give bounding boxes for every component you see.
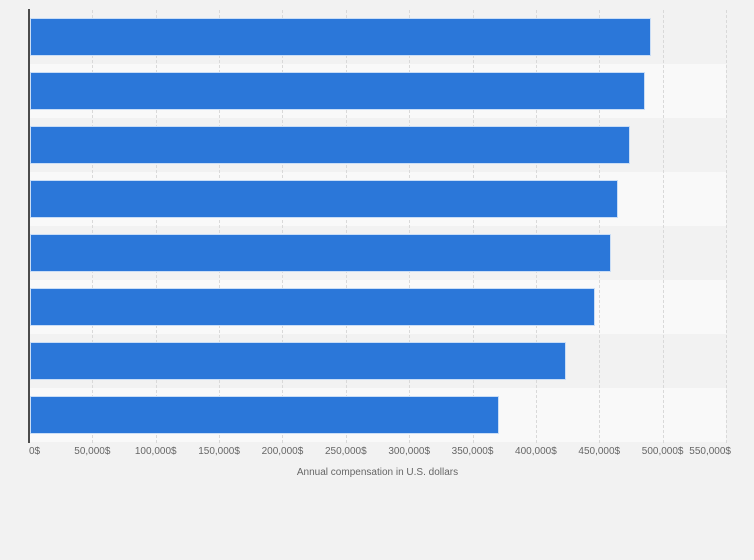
x-tick-label: 50,000$	[74, 446, 111, 457]
gridline	[155, 10, 157, 443]
x-tick-label: 300,000$	[388, 446, 431, 457]
x-axis-title: Annual compensation in U.S. dollars	[296, 467, 459, 478]
bar[interactable]	[30, 396, 500, 434]
x-tick-label: 450,000$	[578, 446, 621, 457]
gridline	[535, 10, 537, 443]
x-tick-label: 0$	[29, 446, 41, 457]
bar[interactable]	[30, 288, 596, 326]
gridline	[662, 10, 664, 443]
bar[interactable]	[30, 342, 567, 380]
gridline	[472, 10, 474, 443]
gridline	[345, 10, 347, 443]
x-tick-label: 350,000$	[451, 446, 494, 457]
x-tick-label: 250,000$	[324, 446, 367, 457]
bar[interactable]	[30, 180, 619, 218]
gridline	[599, 10, 601, 443]
gridline	[219, 10, 221, 443]
x-tick-label: 550,000$	[689, 446, 731, 457]
gridline	[282, 10, 284, 443]
x-tick-label: 400,000$	[515, 446, 557, 457]
gridline	[726, 10, 727, 443]
gridline	[409, 10, 411, 443]
bar[interactable]	[30, 126, 630, 164]
x-tick-label: 500,000$	[641, 446, 684, 457]
x-tick-label: 150,000$	[198, 446, 240, 457]
x-tick-label: 100,000$	[134, 446, 177, 457]
bar[interactable]	[30, 234, 611, 272]
y-axis-line	[28, 9, 30, 443]
gridline	[92, 10, 94, 443]
bar[interactable]	[30, 72, 645, 110]
bar[interactable]	[30, 18, 652, 56]
x-tick-label: 200,000$	[261, 446, 304, 457]
